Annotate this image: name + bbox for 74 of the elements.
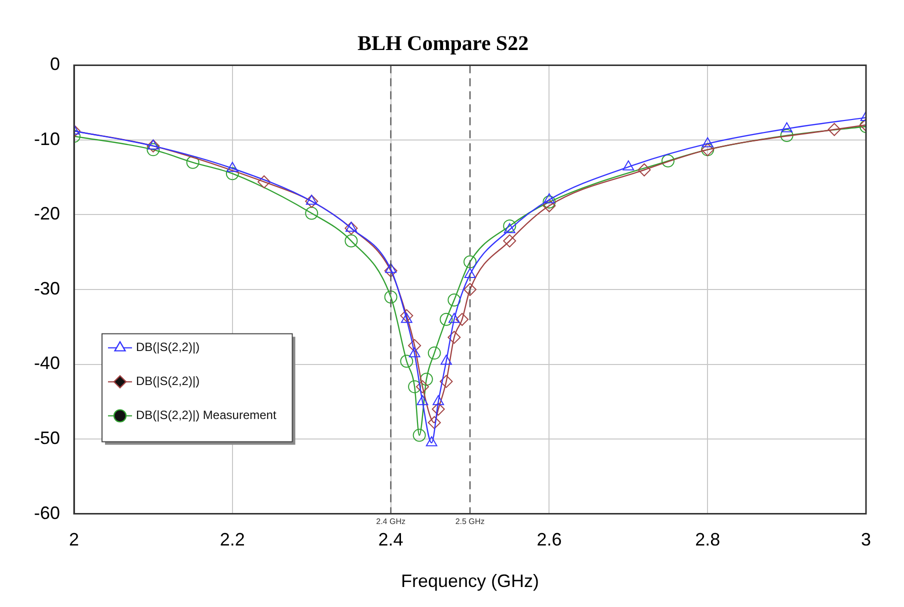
point bbox=[400, 354, 414, 368]
point bbox=[448, 330, 461, 344]
y-tick-label: -30 bbox=[34, 278, 60, 298]
point bbox=[226, 162, 238, 172]
x-tick-label: 2 bbox=[69, 530, 80, 550]
y-tick-label: -40 bbox=[34, 353, 60, 374]
point bbox=[186, 156, 200, 169]
ref-line-label: 2.4 GHz bbox=[376, 517, 406, 526]
point bbox=[428, 346, 441, 360]
point bbox=[412, 428, 426, 442]
x-tick-label: 2.4 bbox=[378, 530, 404, 550]
point bbox=[781, 122, 792, 132]
x-axis-title: Frequency (GHz) bbox=[400, 571, 540, 592]
y-tick-label: -20 bbox=[34, 204, 60, 224]
point bbox=[400, 309, 414, 322]
point bbox=[408, 380, 422, 394]
point bbox=[542, 196, 556, 209]
point bbox=[464, 283, 477, 296]
point bbox=[702, 137, 714, 148]
chart-title: BLH Compare S22 bbox=[357, 31, 529, 56]
point bbox=[258, 175, 271, 188]
point bbox=[448, 293, 461, 306]
point bbox=[828, 123, 841, 136]
y-tick-label: 0 bbox=[50, 54, 60, 74]
point bbox=[408, 339, 422, 352]
point bbox=[346, 222, 357, 232]
point bbox=[456, 312, 469, 326]
point bbox=[344, 234, 358, 248]
point bbox=[432, 395, 444, 406]
point bbox=[432, 402, 445, 416]
point bbox=[504, 223, 516, 234]
point bbox=[146, 143, 160, 156]
y-tick-label: -60 bbox=[34, 502, 60, 523]
legend-label: DB(|S(2,2)|) bbox=[136, 374, 200, 388]
point bbox=[780, 128, 794, 142]
point bbox=[448, 312, 460, 323]
point bbox=[305, 194, 318, 208]
point bbox=[638, 163, 651, 176]
y-tick-label: -50 bbox=[34, 428, 60, 448]
legend-label: DB(|S(2,2)|) Measurement bbox=[136, 408, 277, 422]
point bbox=[464, 255, 477, 268]
point bbox=[420, 372, 433, 386]
point bbox=[440, 354, 452, 365]
x-tick-label: 2.6 bbox=[536, 530, 562, 550]
point bbox=[662, 154, 675, 168]
point bbox=[400, 312, 412, 323]
point bbox=[440, 312, 453, 326]
point bbox=[416, 380, 429, 394]
point bbox=[384, 290, 398, 304]
point bbox=[426, 436, 438, 446]
y-tick-label: -10 bbox=[34, 128, 60, 149]
point bbox=[384, 264, 398, 278]
point bbox=[503, 219, 516, 232]
point bbox=[464, 268, 476, 278]
point bbox=[305, 206, 318, 220]
point bbox=[503, 234, 516, 248]
x-tick-label: 2.8 bbox=[695, 530, 720, 550]
point bbox=[542, 199, 556, 212]
point bbox=[544, 193, 555, 204]
point bbox=[306, 194, 318, 205]
point bbox=[385, 262, 397, 273]
point bbox=[428, 416, 441, 430]
point bbox=[440, 374, 453, 388]
point bbox=[622, 160, 634, 170]
point bbox=[408, 347, 420, 358]
x-tick-label: 2.2 bbox=[220, 530, 245, 550]
point bbox=[226, 167, 239, 180]
point bbox=[344, 222, 358, 235]
ref-line-label: 2.5 GHz bbox=[455, 517, 485, 526]
point bbox=[148, 139, 159, 150]
legend-label: DB(|S(2,2)|) bbox=[136, 340, 200, 354]
point bbox=[146, 139, 160, 152]
point bbox=[416, 395, 428, 406]
x-tick-label: 3 bbox=[860, 530, 872, 550]
